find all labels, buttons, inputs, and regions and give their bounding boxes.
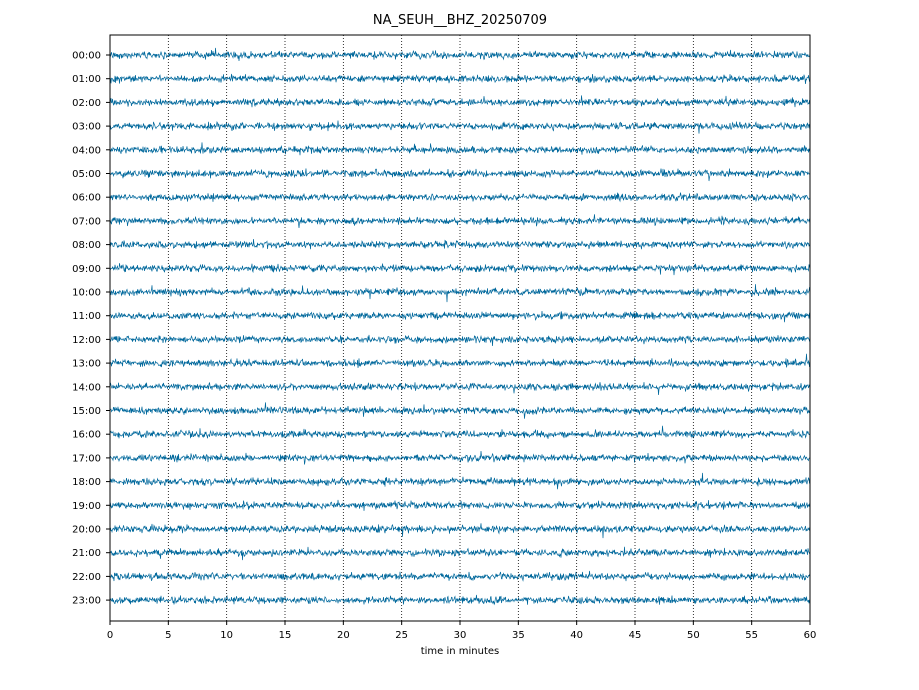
trace-0100 [109, 73, 811, 84]
y-tick-label: 11:00 [72, 311, 101, 322]
trace-0200 [109, 95, 811, 108]
x-axis-label: time in minutes [421, 646, 500, 657]
x-tick-label: 55 [745, 630, 758, 641]
trace-1800 [109, 472, 811, 490]
y-tick-label: 12:00 [72, 335, 101, 346]
x-tick-label: 25 [395, 630, 408, 641]
x-tick-label: 0 [107, 630, 113, 641]
y-tick-label: 23:00 [72, 596, 101, 607]
trace-2000 [109, 523, 811, 539]
y-tick-label: 05:00 [72, 169, 101, 180]
y-tick-label: 01:00 [72, 74, 101, 85]
y-tick-label: 00:00 [72, 51, 101, 62]
y-tick-label: 18:00 [72, 477, 101, 488]
x-tick-label: 45 [629, 630, 642, 641]
trace-1600 [109, 425, 811, 440]
x-tick-label: 35 [512, 630, 525, 641]
y-tick-label: 19:00 [72, 501, 101, 512]
y-tick-label: 21:00 [72, 548, 101, 559]
x-tick-label: 20 [337, 630, 350, 641]
trace-0800 [109, 239, 811, 250]
trace-2100 [109, 546, 811, 561]
y-tick-label: 16:00 [72, 430, 101, 441]
trace-1400 [109, 382, 811, 396]
trace-0400 [109, 142, 811, 156]
y-axis-ticks: 00:00 01:00 02:00 03:00 04:00 05:00 06:00 07:00… [72, 51, 110, 607]
y-tick-label: 04:00 [72, 145, 101, 156]
trace-1700 [109, 450, 811, 465]
x-tick-label: 30 [454, 630, 467, 641]
x-tick-label: 40 [570, 630, 583, 641]
trace-0700 [109, 214, 811, 228]
x-axis-ticks: 0 5 10 15 20 25 30 35 40 45 50 55 60 [107, 621, 817, 641]
y-tick-label: 17:00 [72, 453, 101, 464]
y-tick-label: 22:00 [72, 572, 101, 583]
y-tick-label: 14:00 [72, 382, 101, 393]
y-tick-label: 02:00 [72, 98, 101, 109]
y-tick-label: 03:00 [72, 122, 101, 133]
y-tick-label: 07:00 [72, 216, 101, 227]
x-tick-label: 5 [165, 630, 171, 641]
y-tick-label: 09:00 [72, 264, 101, 275]
trace-0900 [109, 263, 811, 276]
y-tick-label: 06:00 [72, 193, 101, 204]
x-tick-label: 50 [687, 630, 700, 641]
vertical-gridlines [167, 35, 753, 621]
y-tick-label: 10:00 [72, 288, 101, 299]
trace-1900 [109, 499, 811, 511]
y-tick-label: 20:00 [72, 525, 101, 536]
chart-title: NA_SEUH__BHZ_20250709 [373, 13, 547, 28]
y-tick-label: 15:00 [72, 406, 101, 417]
y-tick-label: 13:00 [72, 359, 101, 370]
x-tick-label: 60 [804, 630, 817, 641]
x-tick-label: 10 [220, 630, 233, 641]
x-tick-label: 15 [279, 630, 292, 641]
y-tick-label: 08:00 [72, 240, 101, 251]
trace-0000 [109, 47, 811, 62]
